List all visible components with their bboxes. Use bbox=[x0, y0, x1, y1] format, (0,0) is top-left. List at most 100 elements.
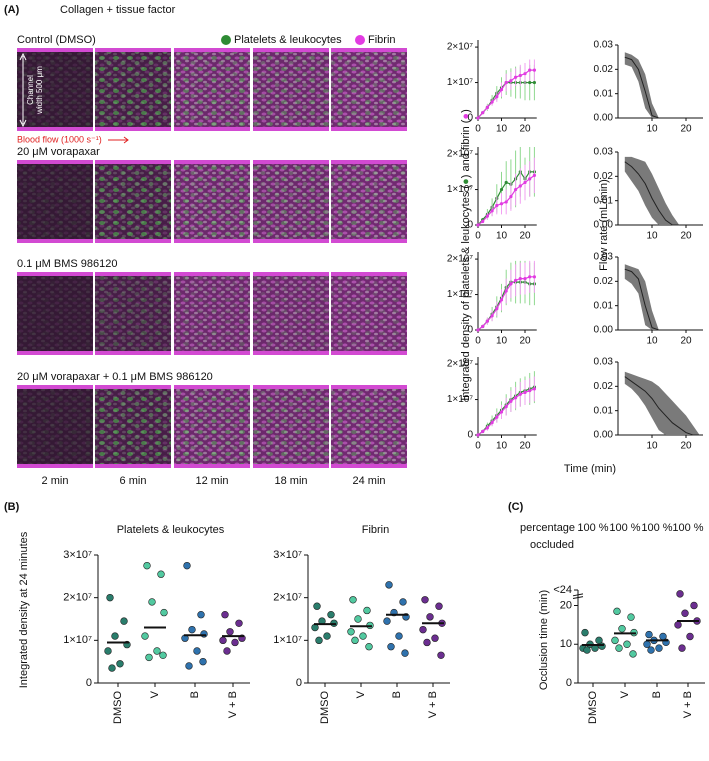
x-tick-label: 0 bbox=[475, 124, 481, 135]
x-tick-label: 20 bbox=[519, 336, 531, 347]
data-point bbox=[395, 632, 403, 640]
condition-label: Control (DMSO) bbox=[17, 34, 96, 46]
y-tick-label: 0.01 bbox=[594, 195, 614, 206]
channel-edge bbox=[95, 160, 171, 164]
y-tick-label: 0.02 bbox=[594, 64, 614, 75]
channel-label: width 500 μm bbox=[35, 66, 44, 115]
x-tick-label: 20 bbox=[680, 441, 692, 452]
micrograph-platelets bbox=[174, 272, 250, 355]
point bbox=[504, 405, 508, 409]
x-tick-label: V + B bbox=[227, 691, 239, 718]
data-point bbox=[354, 615, 362, 623]
data-point bbox=[143, 561, 151, 570]
point bbox=[504, 289, 508, 293]
point bbox=[481, 429, 485, 434]
density-axis-label: Integrated density of platelets & leukoc… bbox=[460, 109, 472, 401]
y-tick-label: 0.02 bbox=[594, 276, 614, 287]
y-tick-label: 3×10⁷ bbox=[63, 549, 92, 561]
point bbox=[490, 420, 494, 425]
channel-edge bbox=[253, 464, 329, 468]
point bbox=[490, 314, 494, 318]
y-tick-label: 0.03 bbox=[594, 357, 614, 368]
channel-edge bbox=[253, 385, 329, 389]
data-point bbox=[419, 625, 427, 634]
point bbox=[481, 111, 485, 115]
data-point bbox=[327, 611, 335, 619]
y-tick-label: 2×10⁷ bbox=[447, 359, 474, 370]
channel-edge bbox=[95, 239, 171, 243]
point bbox=[509, 195, 513, 199]
data-point bbox=[111, 632, 119, 640]
data-point bbox=[349, 596, 357, 604]
panel-label: (C) bbox=[508, 501, 524, 513]
y-tick-label: 0 bbox=[467, 220, 473, 231]
x-tick-label: 10 bbox=[496, 124, 508, 135]
flow-label: Blood flow (1000 s⁻¹) bbox=[17, 134, 102, 144]
x-tick-label: 20 bbox=[519, 124, 531, 135]
channel-edge bbox=[253, 272, 329, 276]
condition-label: 20 μM vorapaxar bbox=[17, 146, 100, 158]
time-label: 24 min bbox=[352, 475, 385, 487]
y-tick-label: 0.03 bbox=[594, 40, 614, 51]
micrograph-platelets bbox=[95, 385, 171, 468]
data-point bbox=[145, 653, 153, 662]
micrograph-platelets bbox=[17, 385, 93, 468]
x-tick-label: 10 bbox=[646, 441, 658, 452]
x-tick-label: 20 bbox=[680, 231, 692, 242]
data-point bbox=[159, 651, 167, 659]
point bbox=[509, 79, 513, 83]
y-tick-label: 1×10⁷ bbox=[447, 184, 474, 195]
data-point bbox=[678, 644, 686, 652]
channel-edge bbox=[253, 351, 329, 355]
legend-label: Fibrin bbox=[368, 34, 396, 46]
channel-edge bbox=[174, 160, 250, 164]
data-point bbox=[421, 596, 429, 604]
time-axis-label: Time (min) bbox=[564, 463, 616, 475]
data-point bbox=[623, 640, 631, 648]
percentage-label: 100 % bbox=[609, 522, 640, 534]
data-point bbox=[387, 643, 395, 651]
data-point bbox=[315, 636, 323, 645]
flow-axis-label: Flow rate (mL/min) bbox=[598, 179, 610, 271]
y-tick-label: 0.03 bbox=[594, 252, 614, 263]
micrograph-platelets bbox=[17, 272, 93, 355]
panel-title: Collagen + tissue factor bbox=[60, 4, 176, 16]
point bbox=[499, 88, 504, 92]
x-tick-label: B bbox=[651, 691, 663, 698]
point bbox=[528, 389, 532, 393]
data-point bbox=[200, 630, 208, 638]
axis bbox=[577, 590, 705, 684]
percentage-label: 100 % bbox=[641, 522, 672, 534]
data-point bbox=[351, 636, 359, 645]
data-point bbox=[148, 598, 156, 606]
x-tick-label: V bbox=[355, 690, 367, 698]
point bbox=[476, 223, 480, 227]
data-point bbox=[690, 601, 698, 610]
point bbox=[499, 202, 504, 206]
label-part: Integrated density of platelets & leukoc… bbox=[460, 185, 472, 401]
data-point bbox=[313, 602, 321, 610]
point bbox=[476, 328, 480, 332]
point bbox=[528, 177, 532, 181]
micrograph-platelets bbox=[174, 160, 250, 243]
band bbox=[624, 52, 659, 118]
percentage-label: 100 % bbox=[577, 522, 608, 534]
legend-marker bbox=[355, 35, 365, 45]
micrograph-platelets bbox=[331, 48, 407, 131]
point bbox=[509, 399, 513, 403]
data-point bbox=[643, 640, 651, 648]
channel-edge bbox=[17, 160, 93, 164]
density-axis-label: Integrated density of platelets & leukoc… bbox=[460, 109, 472, 401]
data-point bbox=[153, 647, 161, 655]
y-tick-label: 1×10⁷ bbox=[447, 289, 474, 300]
channel-edge bbox=[331, 127, 407, 131]
micrograph-platelets bbox=[253, 48, 329, 131]
data-point bbox=[183, 561, 191, 570]
micrograph-platelets bbox=[253, 385, 329, 468]
x-tick-label: V bbox=[149, 690, 161, 698]
x-tick-label: B bbox=[189, 691, 201, 698]
point bbox=[481, 219, 485, 224]
y-tick-label: 2×10⁷ bbox=[447, 149, 474, 160]
channel-edge bbox=[331, 239, 407, 243]
